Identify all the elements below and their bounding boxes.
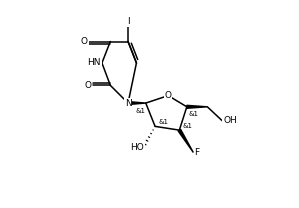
Polygon shape bbox=[128, 102, 146, 105]
Text: &1: &1 bbox=[189, 111, 199, 118]
Text: HO: HO bbox=[130, 143, 144, 152]
Text: O: O bbox=[81, 37, 88, 46]
Text: OH: OH bbox=[223, 116, 237, 125]
Polygon shape bbox=[178, 129, 193, 152]
Text: F: F bbox=[194, 148, 199, 157]
Text: I: I bbox=[127, 17, 129, 26]
Text: &1: &1 bbox=[182, 123, 192, 129]
Text: &1: &1 bbox=[158, 119, 168, 125]
Text: HN: HN bbox=[88, 58, 101, 67]
Polygon shape bbox=[187, 105, 207, 108]
Text: O: O bbox=[165, 91, 172, 100]
Text: O: O bbox=[85, 81, 92, 90]
Text: N: N bbox=[125, 99, 132, 108]
Text: &1: &1 bbox=[135, 108, 146, 114]
